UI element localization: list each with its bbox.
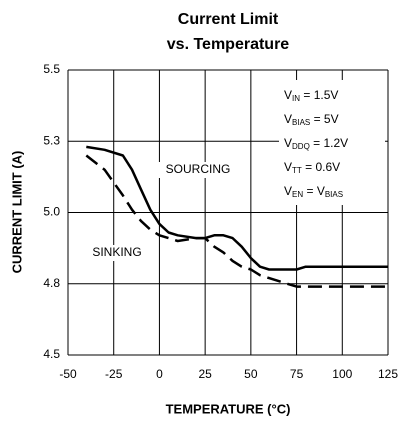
y-tick-label: 5.0: [43, 205, 60, 219]
series-label: SOURCING: [166, 162, 231, 176]
condition-text: = 1.5V: [300, 88, 338, 102]
x-tick-label: 50: [244, 367, 258, 381]
y-tick-label: 4.8: [43, 276, 60, 290]
x-axis-label: TEMPERATURE (°C): [166, 401, 291, 416]
condition-text: V: [284, 184, 292, 198]
label-bg: [86, 245, 148, 261]
label-bg: [158, 162, 238, 178]
condition-text: = 5V: [310, 112, 338, 126]
subscript: TT: [292, 166, 302, 175]
condition-text: V: [284, 112, 292, 126]
subscript: IN: [292, 94, 300, 103]
condition-text: V: [284, 88, 292, 102]
condition: VBIAS = 5V: [284, 112, 339, 127]
subscript: BIAS: [325, 190, 343, 199]
y-tick-label: 5.5: [43, 62, 60, 76]
subscript: DDQ: [292, 142, 310, 151]
x-tick-label: 0: [156, 367, 163, 381]
x-tick-label: 125: [378, 367, 398, 381]
series-label: SINKING: [92, 245, 141, 259]
y-axis-label: CURRENT LIMIT (A): [9, 151, 24, 274]
series-line: [85, 154, 388, 288]
x-tick-label: 25: [198, 367, 212, 381]
condition: VEN = VBIAS: [284, 184, 343, 199]
condition-text: V: [284, 136, 292, 150]
x-tick-label: 100: [332, 367, 352, 381]
condition: VIN = 1.5V: [284, 88, 338, 103]
condition: VDDQ = 1.2V: [284, 136, 348, 151]
condition-text: = 0.6V: [302, 160, 340, 174]
subscript: EN: [292, 190, 303, 199]
y-tick-label: 5.3: [43, 133, 60, 147]
chart-title: vs. Temperature: [167, 36, 290, 53]
x-tick-label: 75: [290, 367, 304, 381]
chart-title: Current Limit: [178, 11, 279, 28]
condition-text: = 1.2V: [310, 136, 348, 150]
condition-text: V: [284, 160, 292, 174]
condition: VTT = 0.6V: [284, 160, 340, 175]
x-tick-label: -25: [105, 367, 123, 381]
y-tick-label: 4.5: [43, 347, 60, 361]
series-line: [86, 145, 388, 271]
x-tick-label: -50: [59, 367, 77, 381]
conditions-box: [279, 80, 385, 205]
condition-text: = V: [303, 184, 325, 198]
subscript: BIAS: [292, 118, 310, 127]
